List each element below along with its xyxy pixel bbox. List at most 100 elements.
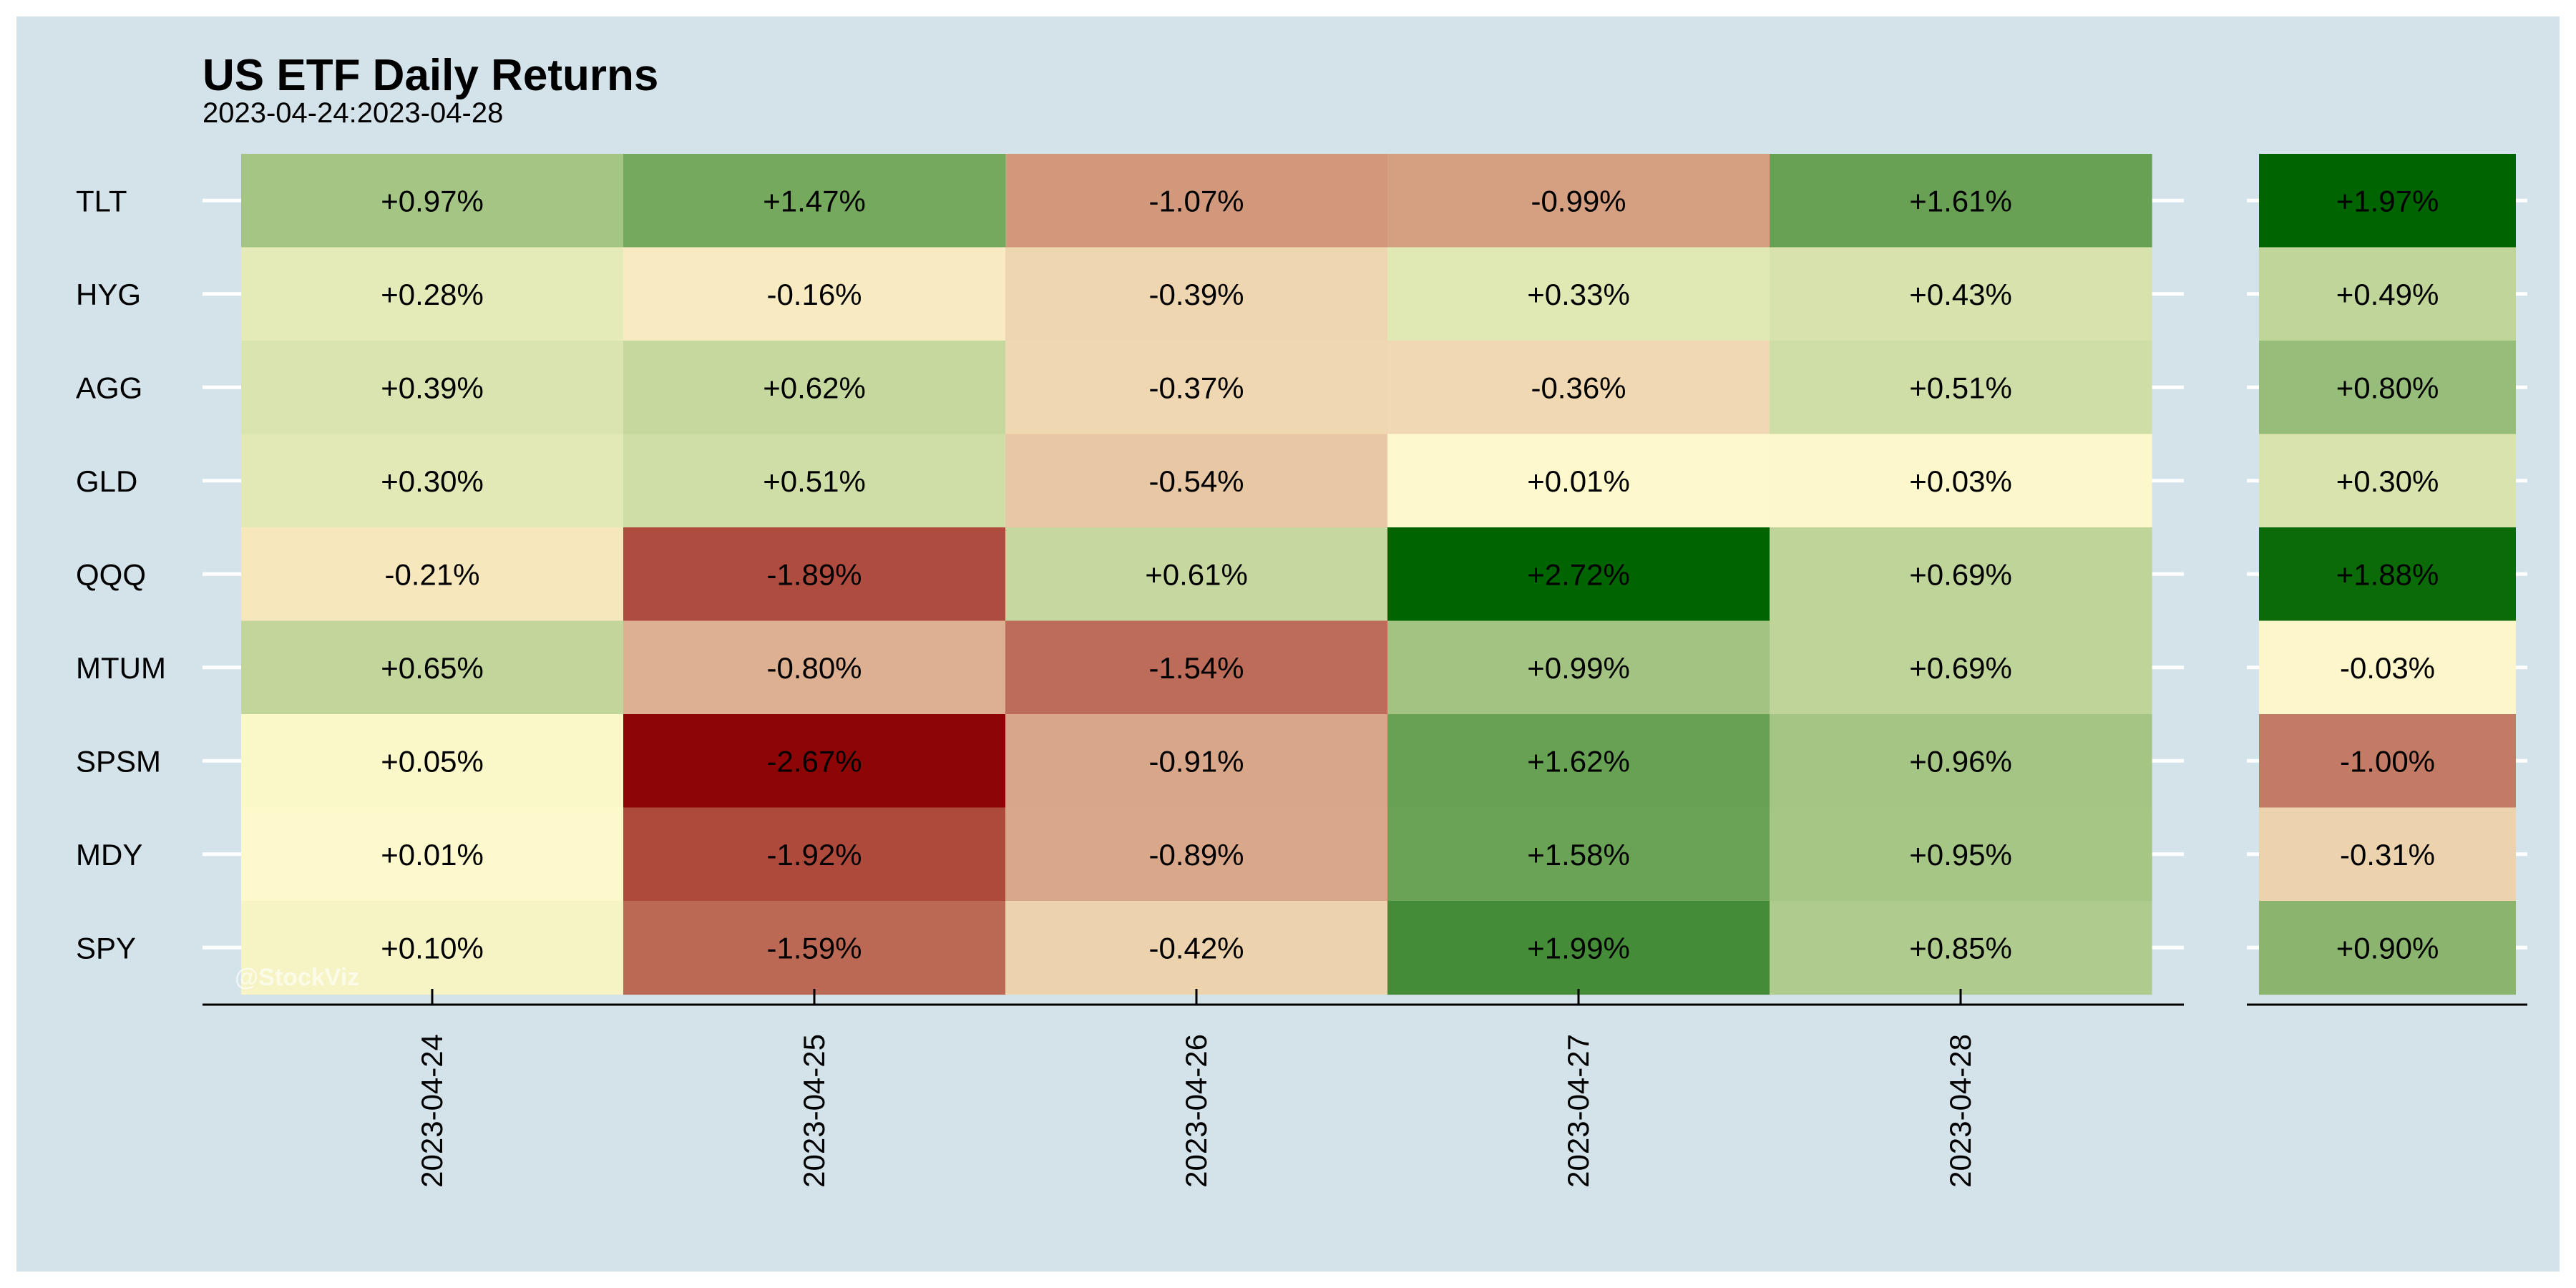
- x-tick-label: 2023-04-28: [1943, 1034, 1977, 1188]
- total-cell: [2259, 714, 2516, 809]
- heatmap-cell: [1387, 341, 1770, 435]
- cell-value-label: +0.39%: [381, 371, 484, 404]
- row-label: SPY: [76, 931, 136, 965]
- heatmap-cell: [623, 620, 1006, 715]
- cell-value-label: +0.10%: [381, 931, 484, 965]
- row-label: QQQ: [76, 557, 146, 591]
- total-value-label: -0.31%: [2340, 838, 2435, 872]
- row-label: MDY: [76, 838, 142, 872]
- total-value-label: +1.97%: [2336, 184, 2439, 218]
- heatmap-cell: [241, 714, 624, 809]
- heatmap-cell: [1387, 901, 1770, 995]
- cell-value-label: -1.92%: [766, 838, 862, 872]
- cell-value-label: -0.91%: [1148, 744, 1244, 778]
- total-cell: [2259, 247, 2516, 341]
- heatmap-cell: [241, 341, 624, 435]
- heatmap-cell: [623, 154, 1006, 248]
- cell-value-label: -2.67%: [766, 744, 862, 778]
- heatmap-cell: [1005, 341, 1388, 435]
- heatmap-cell: [1770, 807, 2152, 902]
- cell-value-label: +0.51%: [763, 464, 866, 498]
- heatmap-cell: [1005, 247, 1388, 341]
- total-value-label: -1.00%: [2340, 744, 2435, 778]
- cell-value-label: -0.16%: [766, 278, 862, 311]
- total-cell: [2259, 901, 2516, 995]
- heatmap-cell: [623, 807, 1006, 902]
- cell-value-label: +0.05%: [381, 744, 484, 778]
- heatmap-cell: [241, 247, 624, 341]
- heatmap-cell: [623, 527, 1006, 622]
- cell-value-label: +0.30%: [381, 464, 484, 498]
- cell-value-label: -0.39%: [1148, 278, 1244, 311]
- cell-value-label: -1.59%: [766, 931, 862, 965]
- cell-value-label: -0.21%: [384, 557, 479, 591]
- total-cell: [2259, 154, 2516, 248]
- cell-value-label: +0.61%: [1145, 557, 1248, 591]
- total-value-label: +0.80%: [2336, 371, 2439, 404]
- heatmap-cell: [623, 714, 1006, 809]
- heatmap-cell: [623, 434, 1006, 528]
- x-tick-label: 2023-04-24: [415, 1034, 449, 1188]
- cell-value-label: +0.03%: [1909, 464, 2012, 498]
- heatmap-cell: [1387, 714, 1770, 809]
- x-tick-label: 2023-04-25: [797, 1034, 831, 1188]
- chart-title: US ETF Daily Returns: [203, 51, 659, 100]
- cell-value-label: +2.72%: [1527, 557, 1630, 591]
- heatmap-cell: [623, 901, 1006, 995]
- cell-value-label: +0.43%: [1909, 278, 2012, 311]
- cell-value-label: -0.42%: [1148, 931, 1244, 965]
- cell-value-label: +0.01%: [381, 838, 484, 872]
- cell-value-label: +1.58%: [1527, 838, 1630, 872]
- total-value-label: -0.03%: [2340, 651, 2435, 685]
- heatmap-cell: [1770, 341, 2152, 435]
- heatmap-cell: [1387, 527, 1770, 622]
- heatmap-cell: [241, 154, 624, 248]
- total-value-label: +0.30%: [2336, 464, 2439, 498]
- cell-value-label: +0.69%: [1909, 651, 2012, 685]
- cell-value-label: +0.96%: [1909, 744, 2012, 778]
- cell-value-label: -1.54%: [1148, 651, 1244, 685]
- cell-value-label: +0.99%: [1527, 651, 1630, 685]
- cell-value-label: +0.33%: [1527, 278, 1630, 311]
- x-tick-label: 2023-04-26: [1179, 1034, 1213, 1188]
- total-value-label: +1.88%: [2336, 557, 2439, 591]
- heatmap-cell: [1387, 434, 1770, 528]
- row-label: HYG: [76, 278, 141, 311]
- total-cell: [2259, 527, 2516, 622]
- heatmap-cell: [1387, 807, 1770, 902]
- cell-value-label: -0.37%: [1148, 371, 1244, 404]
- heatmap-cell: [1387, 154, 1770, 248]
- cell-value-label: +0.97%: [381, 184, 484, 218]
- cell-value-label: +0.95%: [1909, 838, 2012, 872]
- chart-subtitle: 2023-04-24:2023-04-28: [203, 97, 504, 129]
- total-value-label: +0.49%: [2336, 278, 2439, 311]
- cell-value-label: +1.99%: [1527, 931, 1630, 965]
- total-value-label: +0.90%: [2336, 931, 2439, 965]
- heatmap-cell: [241, 434, 624, 528]
- heatmap-cell: [1005, 714, 1388, 809]
- total-cell: [2259, 434, 2516, 528]
- total-cell: [2259, 620, 2516, 715]
- total-cell: [2259, 341, 2516, 435]
- cell-value-label: +0.62%: [763, 371, 866, 404]
- cell-value-label: +0.51%: [1909, 371, 2012, 404]
- heatmap-cell: [241, 901, 624, 995]
- heatmap-cell: [1770, 247, 2152, 341]
- row-label: AGG: [76, 371, 142, 404]
- heatmap-cell: [1770, 154, 2152, 248]
- heatmap-cell: [1770, 714, 2152, 809]
- row-label: TLT: [76, 184, 127, 218]
- total-cell: [2259, 807, 2516, 902]
- heatmap-cell: [1387, 620, 1770, 715]
- heatmap-cell: [1005, 527, 1388, 622]
- heatmap-cell: [623, 247, 1006, 341]
- cell-value-label: -1.07%: [1148, 184, 1244, 218]
- x-tick-label: 2023-04-27: [1561, 1034, 1595, 1188]
- heatmap-cell: [1005, 620, 1388, 715]
- cell-value-label: -0.99%: [1531, 184, 1626, 218]
- heatmap-cell: [1770, 434, 2152, 528]
- heatmap-cell: [1005, 154, 1388, 248]
- heatmap-cell: [1005, 807, 1388, 902]
- cell-value-label: +1.61%: [1909, 184, 2012, 218]
- heatmap-cell: [1387, 247, 1770, 341]
